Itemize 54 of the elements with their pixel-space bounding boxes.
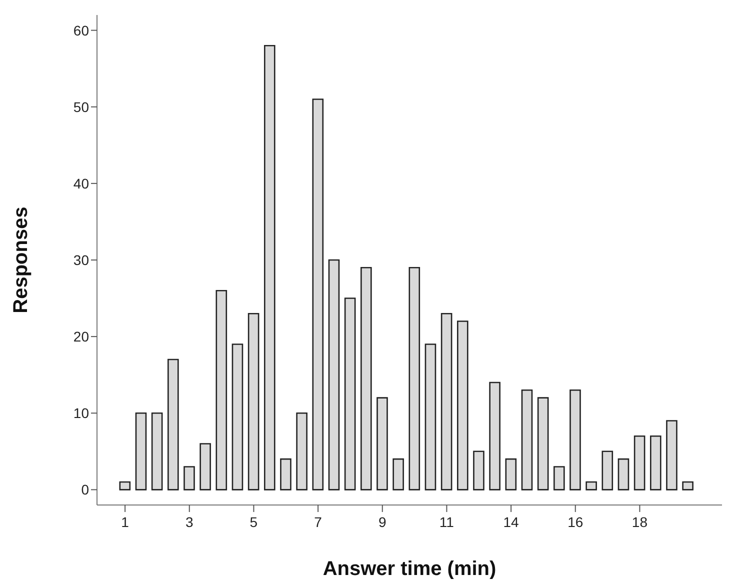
x-tick-label: 5 bbox=[250, 514, 258, 530]
x-tick-label: 1 bbox=[121, 514, 130, 530]
bar bbox=[392, 458, 404, 490]
y-axis-title: Responses bbox=[10, 206, 32, 314]
bar bbox=[618, 458, 630, 490]
bar bbox=[408, 267, 420, 490]
y-tick-label: 0 bbox=[81, 482, 90, 498]
bar bbox=[666, 420, 678, 490]
y-tick-label: 10 bbox=[73, 405, 90, 422]
bar bbox=[264, 44, 276, 490]
x-tick-label: 9 bbox=[378, 514, 386, 530]
x-axis-title: Answer time (min) bbox=[322, 558, 496, 580]
bar bbox=[360, 267, 372, 490]
bar bbox=[602, 450, 614, 490]
x-tick-label: 7 bbox=[314, 514, 322, 530]
bar bbox=[521, 390, 533, 490]
bar bbox=[682, 481, 694, 490]
y-tick-label: 60 bbox=[73, 22, 90, 38]
bar bbox=[280, 458, 292, 490]
bar bbox=[167, 358, 179, 490]
y-tick-label: 30 bbox=[73, 252, 90, 268]
bar bbox=[489, 382, 500, 490]
x-tick-label: 16 bbox=[568, 514, 584, 530]
bar bbox=[232, 344, 244, 490]
bar bbox=[376, 397, 388, 490]
bar bbox=[586, 481, 597, 490]
bar bbox=[135, 412, 147, 490]
bar bbox=[344, 298, 356, 490]
bar bbox=[505, 458, 517, 490]
x-tick-label: 18 bbox=[632, 514, 648, 530]
bar bbox=[570, 390, 581, 490]
bar bbox=[537, 397, 549, 490]
bar bbox=[216, 290, 228, 490]
bar bbox=[473, 450, 484, 490]
bar bbox=[248, 312, 260, 490]
bar bbox=[634, 435, 646, 490]
bar bbox=[200, 443, 211, 490]
y-tick-label: 50 bbox=[73, 98, 90, 115]
x-tick-label: 14 bbox=[503, 514, 520, 530]
bar bbox=[151, 412, 163, 490]
y-tick-label: 20 bbox=[73, 328, 90, 345]
bar bbox=[184, 466, 195, 490]
y-tick-label: 40 bbox=[73, 175, 90, 192]
bar bbox=[424, 344, 436, 490]
bar bbox=[440, 312, 452, 490]
bar bbox=[312, 98, 324, 490]
bar bbox=[328, 259, 340, 490]
bar bbox=[650, 435, 662, 490]
bar bbox=[119, 481, 131, 490]
x-tick-label: 11 bbox=[439, 514, 454, 530]
bar bbox=[553, 466, 565, 490]
x-tick-label: 3 bbox=[185, 514, 194, 530]
bar bbox=[296, 412, 308, 490]
bar bbox=[456, 320, 468, 490]
